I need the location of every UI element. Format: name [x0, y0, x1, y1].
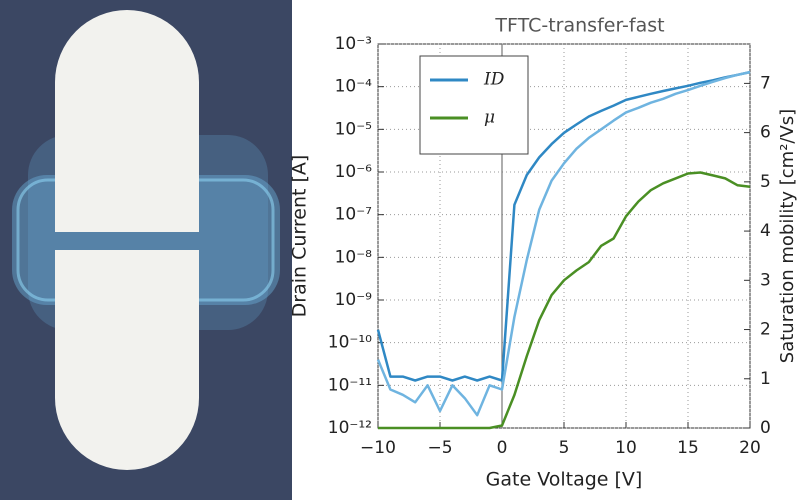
- y2-tick-label: 6: [760, 123, 771, 143]
- y-tick-label: 10⁻⁹: [335, 290, 373, 310]
- y-tick-label: 10⁻⁸: [335, 247, 373, 267]
- x-tick-label: 0: [497, 438, 508, 458]
- y-axis-label: Drain Current [A]: [289, 155, 311, 318]
- y-tick-label: 10⁻⁷: [335, 205, 373, 225]
- legend-box: [420, 56, 528, 154]
- y-tick-label: 10⁻¹¹: [328, 375, 372, 395]
- legend-label: ID: [483, 70, 505, 90]
- y2-tick-label: 5: [760, 172, 771, 192]
- y-tick-label: 10⁻⁶: [335, 162, 373, 182]
- y2-tick-label: 2: [760, 320, 771, 340]
- y-tick-label: 10⁻⁵: [335, 119, 372, 139]
- chart-title: TFTC-transfer-fast: [494, 15, 664, 37]
- y-tick-label: 10⁻¹²: [328, 418, 372, 438]
- y-tick-label: 10⁻³: [335, 34, 372, 54]
- y2-axis-label: Saturation mobility [cm²/Vs]: [777, 109, 798, 363]
- legend-label: μ: [484, 108, 495, 128]
- y-tick-label: 10⁻¹⁰: [328, 333, 372, 353]
- x-tick-label: 10: [615, 438, 637, 458]
- y2-tick-label: 7: [760, 73, 771, 93]
- x-tick-label: 15: [677, 438, 699, 458]
- figure: TFTC-transfer-fast Gate Voltage [V] Drai…: [0, 0, 807, 500]
- top-electrode: [55, 10, 199, 232]
- page: TFTC-transfer-fast Gate Voltage [V] Drai…: [0, 0, 807, 500]
- y2-tick-label: 3: [760, 270, 771, 290]
- x-tick-label: 20: [739, 438, 761, 458]
- y-tick-label: 10⁻⁴: [335, 77, 373, 97]
- y2-tick-label: 4: [760, 221, 771, 241]
- x-tick-label: −5: [427, 438, 452, 458]
- x-axis-label: Gate Voltage [V]: [486, 469, 643, 491]
- y2-tick-label: 1: [760, 369, 771, 389]
- micrograph: [0, 0, 292, 500]
- y2-tick-label: 0: [760, 418, 771, 438]
- bottom-electrode: [55, 250, 199, 470]
- x-tick-label: 5: [559, 438, 570, 458]
- x-tick-label: −10: [360, 438, 396, 458]
